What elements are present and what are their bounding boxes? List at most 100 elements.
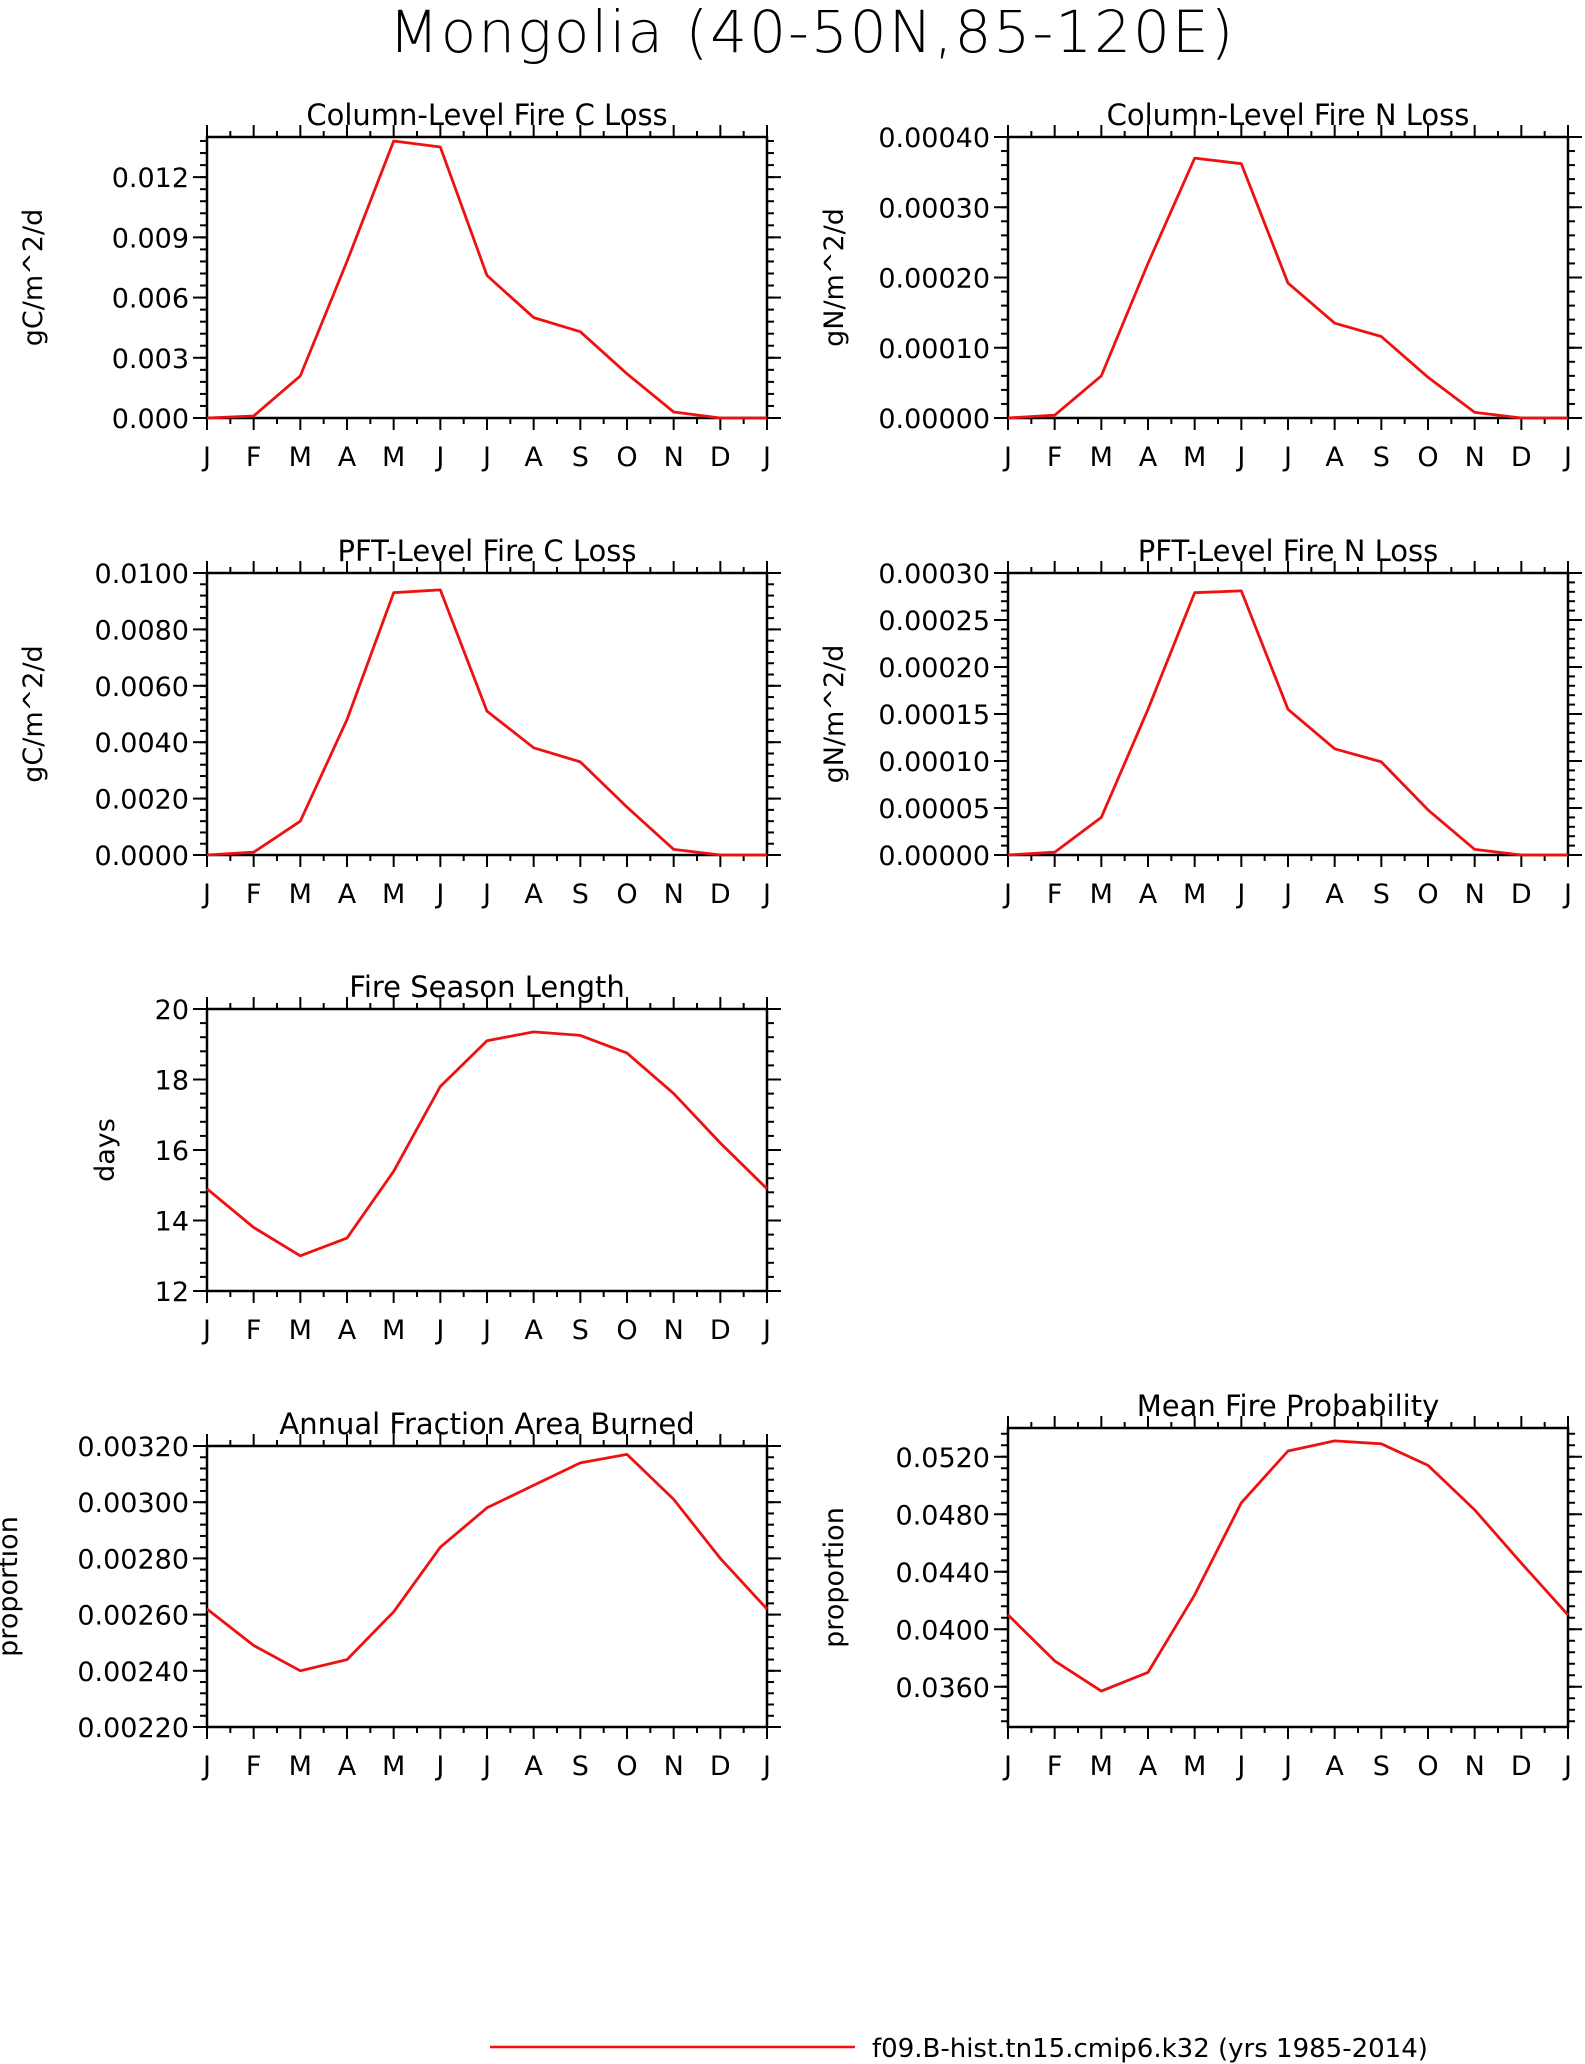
chart-panel-4: J F M A M J J A S O N D J0.000000.000050.000100.0001… bbox=[819, 534, 1582, 910]
x-tick-label: M bbox=[382, 442, 405, 473]
chart-panels: J F M A M J J A S O N D J0.0000.0030.0060.0090.012Co… bbox=[0, 98, 1582, 1782]
x-tick-label: J bbox=[1282, 442, 1292, 473]
y-axis-label: days bbox=[90, 1118, 121, 1182]
x-tick-label: J bbox=[434, 1315, 444, 1346]
x-tick-label: J bbox=[1562, 442, 1572, 473]
y-tick-label: 0.012 bbox=[112, 163, 189, 194]
x-tick-label: F bbox=[246, 879, 262, 910]
y-axis-label: proportion bbox=[819, 1507, 850, 1648]
x-tick-label: J bbox=[761, 442, 771, 473]
y-tick-label: 0.00030 bbox=[878, 559, 990, 590]
x-tick-label: S bbox=[572, 879, 589, 910]
x-tick-label: J bbox=[481, 1751, 491, 1782]
x-tick-label: J bbox=[201, 1315, 211, 1346]
x-tick-label: A bbox=[338, 1315, 357, 1346]
x-tick-label: J bbox=[1235, 879, 1245, 910]
chart-panel-7: J F M A M J J A S O N D J0.03600.04400.04800.05200.0… bbox=[819, 1389, 1582, 1782]
x-tick-label: N bbox=[664, 1315, 684, 1346]
x-tick-label: S bbox=[572, 1751, 589, 1782]
y-tick-label: 0.00025 bbox=[878, 606, 990, 637]
series-line bbox=[206, 1453, 769, 1673]
x-tick-label: J bbox=[481, 1315, 491, 1346]
x-tick-label: M bbox=[1183, 879, 1206, 910]
x-tick-label: D bbox=[710, 879, 731, 910]
y-tick-label: 0.00240 bbox=[77, 1657, 189, 1688]
y-tick-label: 0.0020 bbox=[95, 785, 189, 816]
x-tick-label: N bbox=[664, 879, 684, 910]
figure-title: Mongolia (40-50N,85-120E) bbox=[389, 0, 1235, 66]
series-line bbox=[1007, 1439, 1570, 1693]
y-tick-label: 0.00015 bbox=[878, 700, 990, 731]
x-tick-label: A bbox=[338, 879, 357, 910]
x-tick-label: A bbox=[338, 442, 357, 473]
x-tick-label: O bbox=[616, 1751, 637, 1782]
plot-frame bbox=[205, 1444, 769, 1729]
x-tick-label: A bbox=[1139, 1751, 1158, 1782]
y-tick-label: 0.0400 bbox=[896, 1615, 990, 1646]
y-axis-label: gN/m^2/d bbox=[819, 645, 850, 784]
y-tick-label: 0.003 bbox=[112, 344, 189, 375]
panel-title: Annual Fraction Area Burned bbox=[279, 1407, 694, 1441]
y-tick-label: 0.00220 bbox=[77, 1713, 189, 1744]
panel-title: Column-Level Fire C Loss bbox=[306, 98, 667, 132]
x-tick-label: A bbox=[524, 1751, 543, 1782]
x-tick-label: A bbox=[1139, 442, 1158, 473]
x-tick-label: M bbox=[289, 1751, 312, 1782]
series-line bbox=[206, 139, 767, 420]
x-tick-label: S bbox=[1373, 1751, 1390, 1782]
x-tick-label: J bbox=[761, 879, 771, 910]
x-tick-label: D bbox=[1511, 442, 1532, 473]
series-line bbox=[1007, 156, 1568, 420]
y-tick-label: 0.0360 bbox=[896, 1673, 990, 1704]
y-tick-label: 0.0040 bbox=[95, 728, 189, 759]
x-tick-label: J bbox=[1235, 442, 1245, 473]
series-line bbox=[206, 1030, 768, 1258]
y-tick-label: 14 bbox=[155, 1207, 189, 1238]
x-tick-label: J bbox=[761, 1751, 771, 1782]
y-tick-label: 0.0080 bbox=[95, 615, 189, 646]
x-tick-label: N bbox=[664, 1751, 684, 1782]
series-line bbox=[206, 588, 767, 857]
x-tick-label: O bbox=[1417, 879, 1438, 910]
y-tick-label: 0.00010 bbox=[878, 747, 990, 778]
x-tick-label: M bbox=[289, 1315, 312, 1346]
x-tick-label: J bbox=[434, 879, 444, 910]
y-axis-label: gC/m^2/d bbox=[18, 209, 49, 346]
y-tick-label: 0.000 bbox=[112, 404, 189, 435]
y-tick-label: 0.0100 bbox=[95, 559, 189, 590]
x-tick-label: M bbox=[1183, 1751, 1206, 1782]
x-tick-label: F bbox=[1047, 1751, 1063, 1782]
panel-title: PFT-Level Fire N Loss bbox=[1138, 534, 1438, 568]
x-tick-label: D bbox=[710, 442, 731, 473]
x-tick-label: M bbox=[382, 879, 405, 910]
x-tick-label: O bbox=[616, 1315, 637, 1346]
x-tick-label: M bbox=[382, 1751, 405, 1782]
x-tick-label: M bbox=[289, 442, 312, 473]
x-tick-label: M bbox=[1183, 442, 1206, 473]
x-tick-label: S bbox=[1373, 442, 1390, 473]
x-tick-label: J bbox=[1002, 1751, 1012, 1782]
x-tick-label: J bbox=[1002, 879, 1012, 910]
x-tick-label: A bbox=[1325, 879, 1344, 910]
y-tick-label: 0.0520 bbox=[896, 1443, 990, 1474]
x-tick-label: D bbox=[710, 1315, 731, 1346]
x-tick-label: A bbox=[1325, 442, 1344, 473]
y-tick-label: 0.00020 bbox=[878, 264, 990, 295]
x-tick-label: J bbox=[1562, 879, 1572, 910]
x-tick-label: J bbox=[1562, 1751, 1572, 1782]
x-tick-label: A bbox=[524, 442, 543, 473]
x-tick-label: M bbox=[1090, 1751, 1113, 1782]
x-tick-label: D bbox=[710, 1751, 731, 1782]
series-line bbox=[1007, 589, 1568, 857]
y-tick-label: 0.00030 bbox=[878, 193, 990, 224]
y-tick-label: 0.00040 bbox=[878, 123, 990, 154]
x-tick-label: O bbox=[1417, 442, 1438, 473]
x-tick-label: J bbox=[1002, 442, 1012, 473]
plot-frame bbox=[205, 571, 769, 857]
chart-panel-3: J F M A M J J A S O N D J0.00000.00200.00400.00600.0… bbox=[18, 534, 781, 910]
x-tick-label: D bbox=[1511, 879, 1532, 910]
x-tick-label: A bbox=[338, 1751, 357, 1782]
legend: f09.B-hist.tn15.cmip6.k32 (yrs 1985-2014… bbox=[490, 2034, 1428, 2064]
